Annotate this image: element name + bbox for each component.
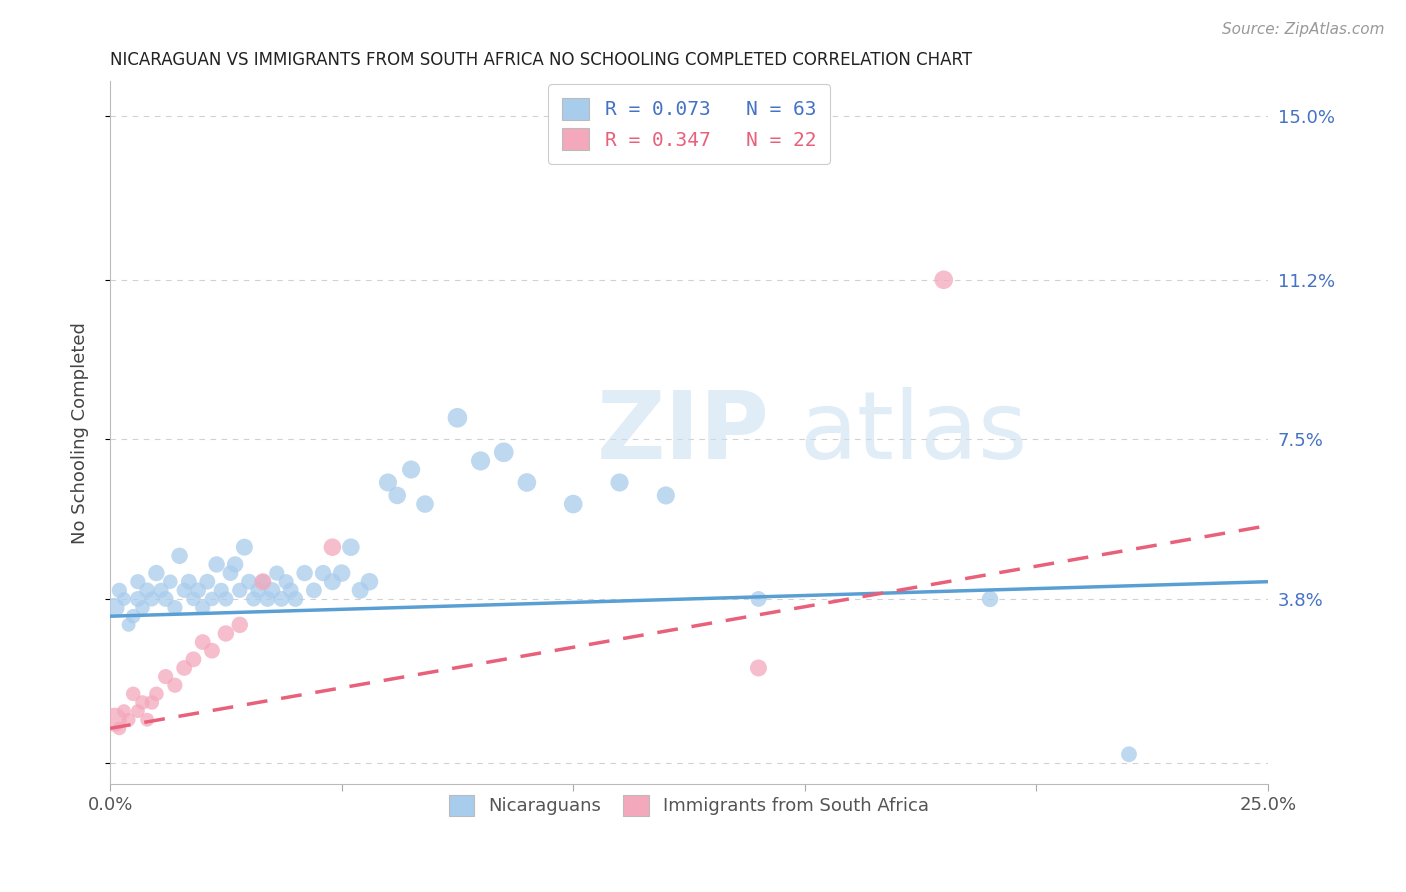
Point: [141, 591, 163, 606]
Point: [321, 574, 343, 589]
Point: [979, 591, 1001, 606]
Point: [340, 540, 363, 554]
Text: NICARAGUAN VS IMMIGRANTS FROM SOUTH AFRICA NO SCHOOLING COMPLETED CORRELATION CH: NICARAGUAN VS IMMIGRANTS FROM SOUTH AFRI…: [110, 51, 972, 69]
Point: [224, 558, 246, 572]
Point: [262, 583, 284, 598]
Point: [136, 713, 159, 727]
Point: [127, 704, 149, 718]
Point: [145, 566, 167, 580]
Point: [238, 574, 260, 589]
Point: [266, 566, 288, 580]
Point: [274, 574, 297, 589]
Point: [117, 617, 139, 632]
Point: [155, 591, 177, 606]
Point: [284, 591, 307, 606]
Point: [155, 670, 177, 684]
Point: [117, 713, 139, 727]
Point: [159, 574, 181, 589]
Text: Source: ZipAtlas.com: Source: ZipAtlas.com: [1222, 22, 1385, 37]
Point: [150, 583, 173, 598]
Point: [122, 609, 145, 624]
Point: [191, 635, 214, 649]
Point: [183, 652, 205, 666]
Point: [747, 661, 769, 675]
Point: [252, 574, 274, 589]
Point: [492, 445, 515, 459]
Point: [104, 600, 127, 615]
Point: [136, 583, 159, 598]
Point: [330, 566, 353, 580]
Point: [302, 583, 325, 598]
Point: [187, 583, 209, 598]
Point: [387, 488, 409, 502]
Point: [163, 678, 186, 692]
Point: [201, 591, 224, 606]
Point: [108, 583, 131, 598]
Point: [127, 591, 149, 606]
Y-axis label: No Schooling Completed: No Schooling Completed: [72, 322, 89, 544]
Point: [127, 574, 149, 589]
Point: [195, 574, 218, 589]
Point: [247, 583, 270, 598]
Point: [201, 643, 224, 657]
Point: [321, 540, 343, 554]
Point: [233, 540, 256, 554]
Point: [177, 574, 200, 589]
Point: [173, 661, 195, 675]
Point: [312, 566, 335, 580]
Point: [516, 475, 538, 490]
Point: [131, 600, 153, 615]
Point: [169, 549, 191, 563]
Point: [399, 462, 422, 476]
Legend: Nicaraguans, Immigrants from South Africa: Nicaraguans, Immigrants from South Afric…: [440, 786, 938, 824]
Point: [655, 488, 678, 502]
Point: [242, 591, 264, 606]
Point: [209, 583, 232, 598]
Point: [932, 273, 955, 287]
Point: [131, 696, 153, 710]
Point: [205, 558, 228, 572]
Point: [173, 583, 195, 598]
Point: [359, 574, 381, 589]
Point: [1118, 747, 1140, 762]
Point: [229, 583, 252, 598]
Point: [747, 591, 769, 606]
Point: [145, 687, 167, 701]
Point: [377, 475, 399, 490]
Point: [112, 591, 135, 606]
Point: [191, 600, 214, 615]
Point: [229, 617, 252, 632]
Point: [215, 591, 238, 606]
Point: [112, 704, 135, 718]
Point: [252, 574, 274, 589]
Point: [108, 722, 131, 736]
Point: [141, 696, 163, 710]
Point: [122, 687, 145, 701]
Point: [163, 600, 186, 615]
Point: [349, 583, 371, 598]
Text: atlas: atlas: [799, 387, 1028, 479]
Point: [446, 410, 468, 425]
Point: [270, 591, 292, 606]
Point: [280, 583, 302, 598]
Point: [219, 566, 242, 580]
Point: [609, 475, 631, 490]
Point: [562, 497, 585, 511]
Point: [413, 497, 436, 511]
Point: [256, 591, 278, 606]
Point: [104, 713, 127, 727]
Point: [183, 591, 205, 606]
Text: ZIP: ZIP: [596, 387, 769, 479]
Point: [294, 566, 316, 580]
Point: [215, 626, 238, 640]
Point: [470, 454, 492, 468]
